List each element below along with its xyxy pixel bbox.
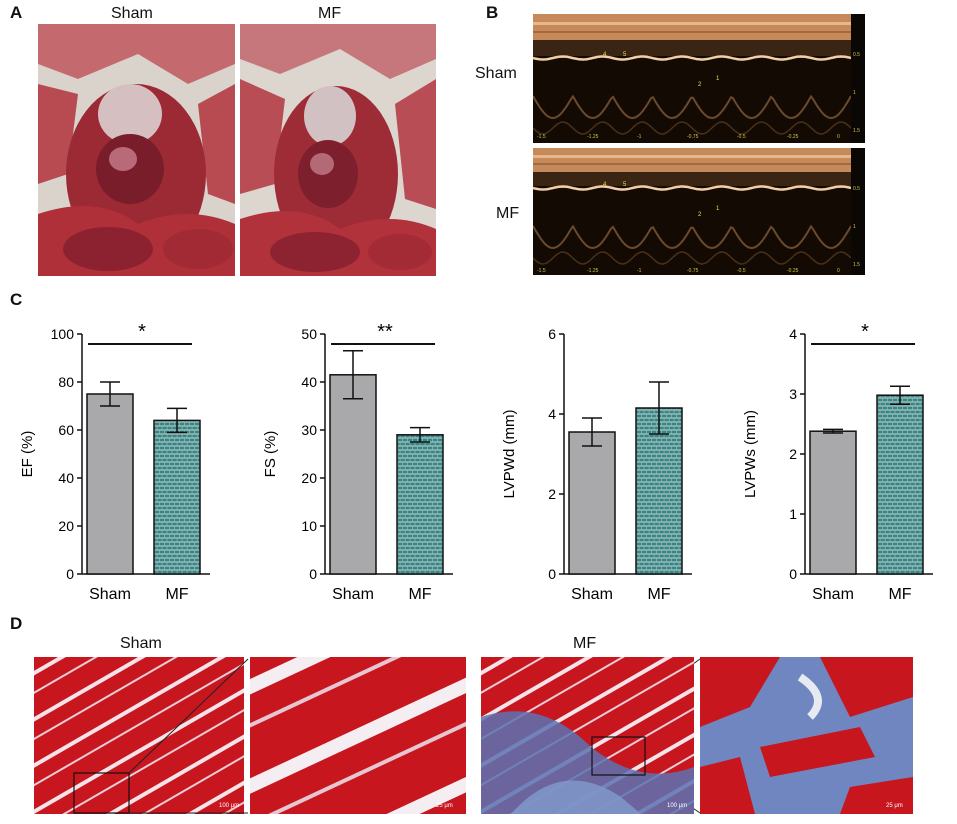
echo-x-tick-label: -0.25: [787, 268, 799, 274]
y-tick-label: 30: [301, 422, 317, 438]
panel-letter-c: C: [10, 290, 23, 309]
echo-marker-label: 1: [716, 206, 720, 212]
echo-x-tick-label: -0.75: [687, 268, 699, 274]
y-tick-label: 6: [548, 326, 556, 342]
echo-x-tick-label: -0.75: [687, 134, 699, 140]
y-axis-label: FS (%): [262, 431, 279, 478]
echo-x-tick-label: -1.5: [537, 134, 546, 140]
scale-bar-label: 100 μm: [219, 803, 239, 809]
y-tick-label: 10: [301, 518, 317, 534]
x-tick-label: MF: [647, 586, 670, 603]
panel-letter-d: D: [10, 614, 23, 633]
panel-d-label-mf: MF: [573, 635, 597, 652]
x-tick-label: MF: [888, 586, 911, 603]
y-tick-label: 2: [548, 486, 556, 502]
y-tick-label: 40: [301, 374, 317, 390]
y-tick-label: 50: [301, 326, 317, 342]
echo-x-tick-label: 0: [837, 134, 840, 140]
echo-y-tick-label: 0.5: [853, 52, 860, 58]
bar-sham: [568, 431, 616, 575]
scale-bar-label: 100 μm: [667, 803, 687, 809]
panel-b-label-mf: MF: [496, 205, 520, 222]
panel-d-label-sham: Sham: [120, 635, 162, 652]
echo-marker-label: 2: [698, 212, 702, 218]
echo-y-tick-label: 1.5: [853, 262, 860, 268]
x-tick-label: MF: [165, 586, 188, 603]
significance-label: **: [377, 321, 393, 343]
echo-marker-label: 5: [623, 182, 627, 188]
y-tick-label: 100: [51, 326, 75, 342]
mf-echo-image: -1.5 -1.25 -1 -0.75 -0.5 -0.25 0 0.5 1 1.5 4 5 2 1: [533, 148, 865, 275]
echo-x-tick-label: -0.25: [787, 134, 799, 140]
y-tick-label: 4: [789, 326, 797, 342]
echo-x-tick-label: -1: [637, 134, 642, 140]
x-tick-label: Sham: [89, 586, 131, 603]
bar-mf: [876, 394, 924, 575]
mf-histology-high-mag: 25 μm: [700, 657, 913, 814]
echo-marker-label: 4: [603, 52, 607, 58]
y-tick-label: 3: [789, 386, 797, 402]
bar-mf: [635, 407, 683, 575]
sham-echo-image: -1.5 -1.25 -1 -0.75 -0.5 -0.25 0 0.5 1 1.5 4 5 2 1: [533, 14, 865, 143]
echo-x-tick-label: -1.5: [537, 268, 546, 274]
y-axis-label: LVPWd (mm): [501, 410, 518, 499]
x-tick-label: Sham: [332, 586, 374, 603]
y-axis-label: LVPWs (mm): [742, 410, 759, 498]
bar-sham: [809, 430, 857, 575]
y-axis-label: EF (%): [19, 431, 36, 478]
y-tick-label: 40: [58, 470, 74, 486]
fs-bar-chart: FS (%) 0 10 20 30 40 50 Sham MF **: [262, 321, 453, 603]
echo-x-tick-label: 0: [837, 268, 840, 274]
x-tick-label: Sham: [571, 586, 613, 603]
y-tick-label: 0: [309, 566, 317, 582]
echo-y-tick-label: 1: [853, 224, 856, 230]
y-tick-label: 80: [58, 374, 74, 390]
panel-a-label-sham: Sham: [111, 5, 153, 22]
echo-y-tick-label: 0.5: [853, 186, 860, 192]
echo-x-tick-label: -1.25: [587, 134, 599, 140]
panel-a-label-mf: MF: [318, 5, 342, 22]
echo-marker-label: 5: [623, 52, 627, 58]
bar-sham: [86, 393, 134, 575]
panel-letter-b: B: [486, 3, 499, 22]
echo-y-tick-label: 1.5: [853, 128, 860, 134]
y-tick-label: 2: [789, 446, 797, 462]
panel-letter-a: A: [10, 3, 23, 22]
significance-label: *: [138, 321, 146, 343]
y-tick-label: 0: [548, 566, 556, 582]
echo-x-tick-label: -1.25: [587, 268, 599, 274]
scale-bar-label: 25 μm: [436, 803, 453, 809]
scale-bar-label: 25 μm: [886, 803, 903, 809]
x-tick-label: Sham: [812, 586, 854, 603]
y-tick-label: 0: [789, 566, 797, 582]
sham-histology-high-mag: 25 μm: [250, 657, 466, 814]
echo-marker-label: 1: [716, 76, 720, 82]
echo-x-tick-label: -0.5: [737, 268, 746, 274]
y-tick-label: 60: [58, 422, 74, 438]
lvpwd-bar-chart: LVPWd (mm) 0 2 4 6 Sham MF: [501, 326, 692, 603]
y-tick-label: 20: [301, 470, 317, 486]
sham-heart-photo: [38, 24, 235, 276]
x-tick-label: MF: [408, 586, 431, 603]
bar-sham: [329, 374, 377, 575]
y-tick-label: 20: [58, 518, 74, 534]
sham-histology-low-mag: 100 μm: [34, 657, 244, 814]
echo-x-tick-label: -0.5: [737, 134, 746, 140]
panel-b-label-sham: Sham: [475, 65, 517, 82]
mf-heart-photo: [240, 24, 436, 276]
echo-y-tick-label: 1: [853, 90, 856, 96]
y-tick-label: 4: [548, 406, 556, 422]
echo-marker-label: 4: [603, 182, 607, 188]
echo-marker-label: 2: [698, 82, 702, 88]
y-tick-label: 1: [789, 506, 797, 522]
echo-x-tick-label: -1: [637, 268, 642, 274]
y-tick-label: 0: [66, 566, 74, 582]
ef-bar-chart: EF (%) 0 20 40 60 80 100 Sham MF *: [19, 321, 210, 603]
significance-label: *: [861, 321, 869, 343]
lvpws-bar-chart: LVPWs (mm) 0 1 2 3 4 Sham MF *: [742, 321, 933, 603]
mf-histology-low-mag: 100 μm: [481, 657, 694, 814]
